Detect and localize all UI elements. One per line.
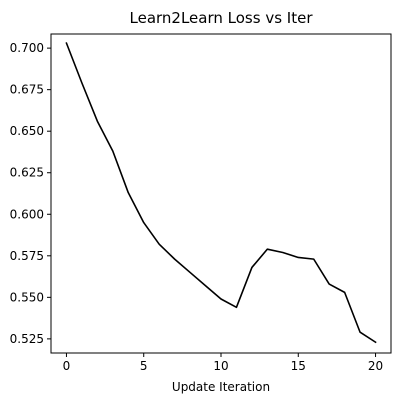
y-tick-label: 0.550 [10, 290, 44, 304]
x-axis-label: Update Iteration [172, 380, 270, 394]
y-tick-label: 0.625 [10, 166, 44, 180]
y-tick-label: 0.575 [10, 249, 44, 263]
y-tick-label: 0.600 [10, 207, 44, 221]
x-tick-label: 20 [368, 359, 383, 373]
y-tick-label: 0.650 [10, 124, 44, 138]
y-tick-label: 0.525 [10, 332, 44, 346]
y-tick-label: 0.675 [10, 83, 44, 97]
chart-title: Learn2Learn Loss vs Iter [130, 9, 314, 27]
plot-area: 0 5 10 15 20 0.525 0.550 0.575 0.600 0.625 0.650 0.… [10, 33, 392, 373]
x-tick-label: 0 [63, 359, 71, 373]
x-tick-label: 10 [213, 359, 228, 373]
series-line-0 [65, 42, 377, 344]
x-tick-label: 15 [291, 359, 306, 373]
x-tick-label: 5 [140, 359, 148, 373]
y-tick-label: 0.700 [10, 41, 44, 55]
